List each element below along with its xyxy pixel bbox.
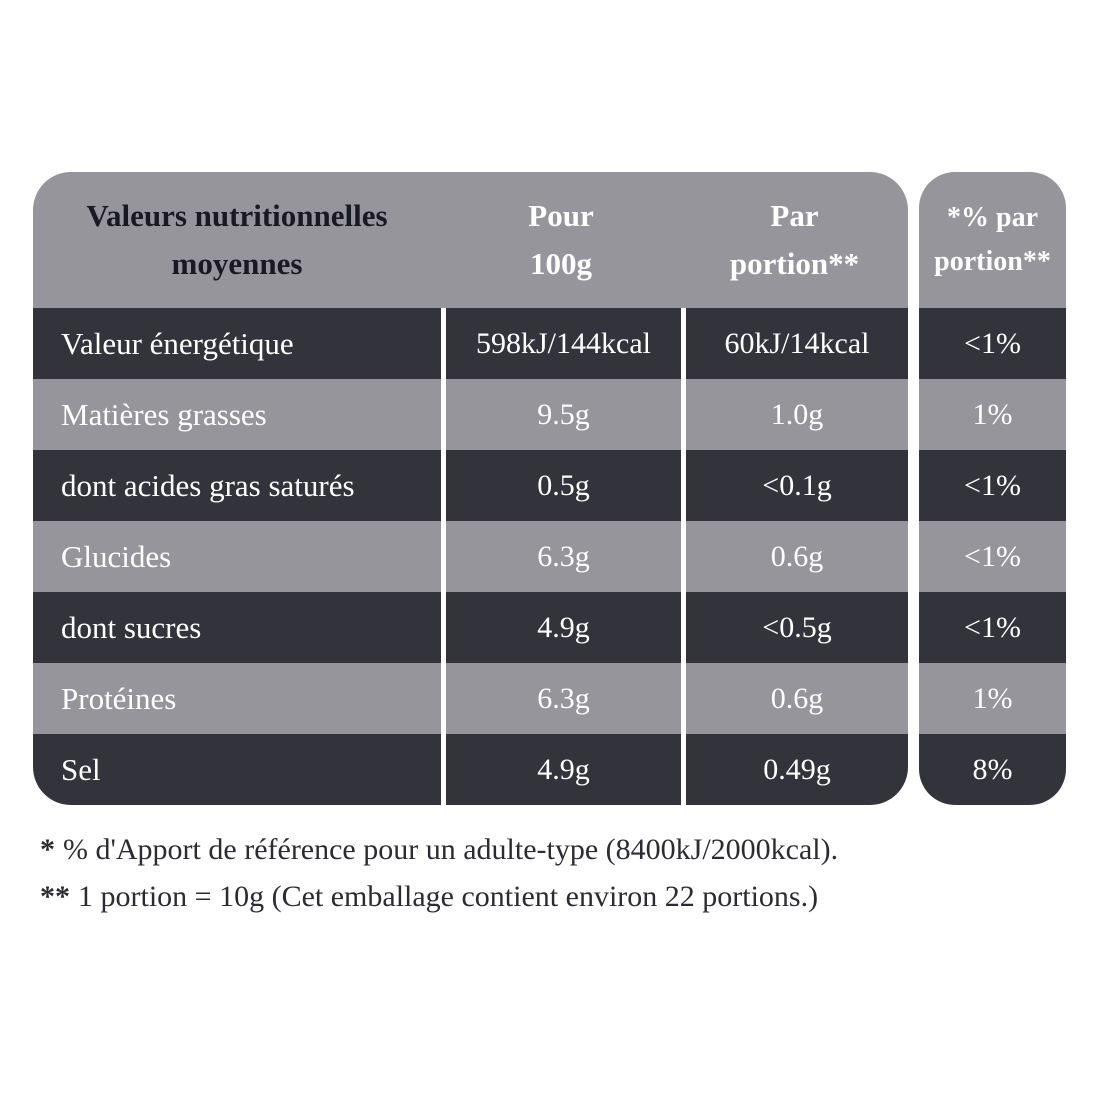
footnote-portion-size: ** 1 portion = 10g (Cet emballage contien… [40, 873, 838, 920]
row-label: Glucides [61, 538, 172, 574]
footnote-text-2: 1 portion = 10g (Cet emballage contient … [78, 880, 819, 913]
value-per-100g: 0.5g [441, 450, 681, 521]
value-per-100g: 4.9g [441, 592, 681, 663]
pct-value-energy: <1% [919, 308, 1066, 379]
table-row-energy: Valeur énergétique 598kJ/144kcal 60kJ/14… [33, 308, 908, 379]
table-row-fat: Matières grasses 9.5g 1.0g [33, 379, 908, 450]
pct-value-saturated-fat: <1% [919, 450, 1066, 521]
value-per-100g: 6.3g [441, 521, 681, 592]
row-label: Matières grasses [61, 396, 267, 432]
header-col-per-100g: Pour 100g [441, 172, 681, 308]
row-label: dont acides gras saturés [61, 467, 355, 503]
header-label-line1: Valeurs nutritionnelles [86, 198, 388, 233]
value-per-portion: 0.6g [681, 663, 908, 734]
header-portion-line2: portion** [729, 246, 860, 281]
table-row-sugars: dont sucres 4.9g <0.5g [33, 592, 908, 663]
footnotes: *% d'Apport de référence pour un adulte-… [40, 826, 838, 920]
value-per-100g: 4.9g [441, 734, 681, 805]
pct-value-proteins: 1% [919, 663, 1066, 734]
value-per-portion: <0.1g [681, 450, 908, 521]
row-label: Valeur énergétique [61, 325, 294, 361]
header-portion-line1: Par [770, 198, 819, 233]
header-col-per-portion: Par portion** [681, 172, 908, 308]
pct-value-fat: 1% [919, 379, 1066, 450]
value-per-100g: 6.3g [441, 663, 681, 734]
row-label: Protéines [61, 680, 177, 716]
table-header-row: Valeurs nutritionnelles moyennes Pour 10… [33, 172, 908, 308]
percent-per-portion-column: *% par portion** <1% 1% <1% <1% <1% 1% 8… [919, 172, 1066, 805]
footnote-marker-1: * [40, 833, 55, 866]
value-per-portion: <0.5g [681, 592, 908, 663]
footnote-reference-intake: *% d'Apport de référence pour un adulte-… [40, 826, 838, 873]
header-per100-line2: 100g [530, 246, 592, 281]
row-label: dont sucres [61, 609, 202, 645]
pct-value-carbohydrates: <1% [919, 521, 1066, 592]
value-per-portion: 0.49g [681, 734, 908, 805]
header-pct-line2: portion** [934, 246, 1051, 277]
table-rows: Valeur énergétique 598kJ/144kcal 60kJ/14… [33, 308, 908, 805]
value-per-portion: 1.0g [681, 379, 908, 450]
value-per-portion: 0.6g [681, 521, 908, 592]
pct-value-salt: 8% [919, 734, 1066, 805]
header-pct-line1: *% par [947, 202, 1038, 233]
header-col-label: Valeurs nutritionnelles moyennes [33, 172, 441, 308]
table-row-salt: Sel 4.9g 0.49g [33, 734, 908, 805]
nutrition-table: Valeurs nutritionnelles moyennes Pour 10… [33, 172, 1066, 805]
table-row-saturated-fat: dont acides gras saturés 0.5g <0.1g [33, 450, 908, 521]
nutrition-main-table: Valeurs nutritionnelles moyennes Pour 10… [33, 172, 908, 805]
header-col-percent-per-portion: *% par portion** [919, 172, 1066, 308]
value-per-100g: 9.5g [441, 379, 681, 450]
pct-value-sugars: <1% [919, 592, 1066, 663]
header-label-line2: moyennes [171, 246, 303, 281]
value-per-100g: 598kJ/144kcal [441, 308, 681, 379]
row-label: Sel [61, 751, 101, 787]
footnote-text-1: % d'Apport de référence pour un adulte-t… [63, 833, 839, 866]
value-per-portion: 60kJ/14kcal [681, 308, 908, 379]
footnote-marker-2: ** [40, 880, 70, 913]
table-row-proteins: Protéines 6.3g 0.6g [33, 663, 908, 734]
percent-cells: <1% 1% <1% <1% <1% 1% 8% [919, 308, 1066, 805]
header-per100-line1: Pour [528, 198, 594, 233]
table-row-carbohydrates: Glucides 6.3g 0.6g [33, 521, 908, 592]
